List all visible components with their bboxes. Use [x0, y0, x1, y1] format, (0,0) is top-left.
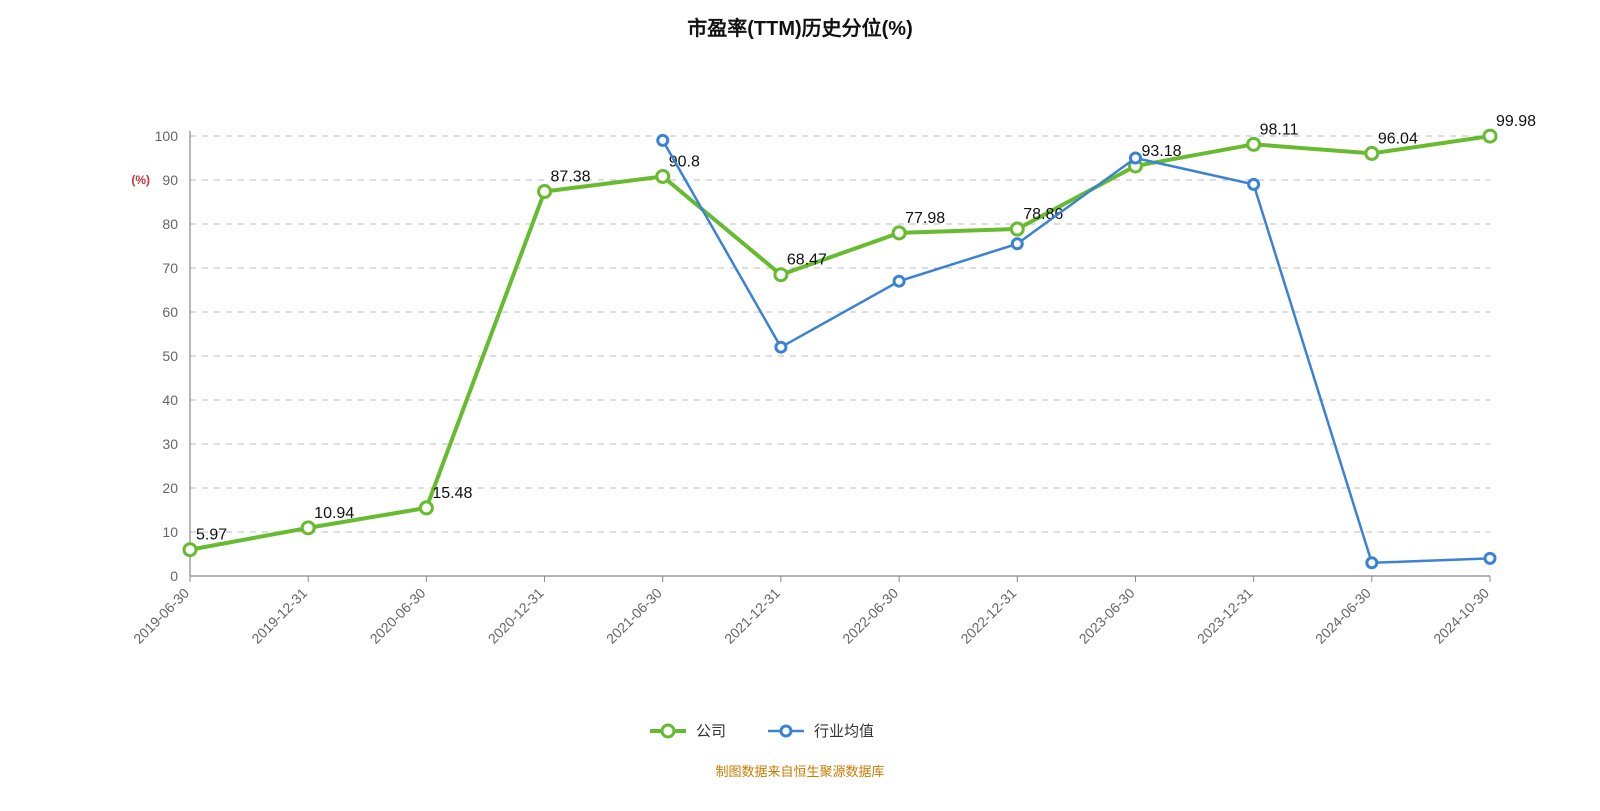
series-marker-公司	[1484, 130, 1496, 142]
y-tick-label: 80	[162, 216, 178, 232]
y-tick-label: 100	[155, 128, 179, 144]
chart-svg: 0 10 20 30 40 50 60 70 80 90 100 (%) 2019-06-30 2019-…	[0, 41, 1600, 811]
chart-container: 市盈率(TTM)历史分位(%) 0 10 20 30 40 50 60 70 80 90 100 (%…	[0, 0, 1600, 800]
y-tick-label: 90	[162, 172, 178, 188]
series-marker-公司	[539, 186, 551, 198]
x-tick-label: 2021-12-31	[721, 585, 783, 647]
x-tick-label: 2019-06-30	[130, 585, 192, 647]
series-marker-行业均值	[658, 135, 668, 145]
series-marker-行业均值	[1249, 179, 1259, 189]
y-tick-label: 60	[162, 304, 178, 320]
x-tick-label: 2022-12-31	[957, 585, 1019, 647]
data-label: 96.04	[1378, 130, 1418, 147]
data-label: 15.48	[432, 485, 472, 502]
series-marker-公司	[1011, 223, 1023, 235]
data-label: 68.47	[787, 252, 827, 269]
data-label: 5.97	[196, 527, 227, 544]
x-tick-label: 2022-06-30	[839, 585, 901, 647]
x-tick-label: 2023-12-31	[1194, 585, 1256, 647]
series-marker-行业均值	[1485, 553, 1495, 563]
data-label: 99.98	[1496, 113, 1536, 130]
x-tick-label: 2021-06-30	[603, 585, 665, 647]
series-marker-公司	[420, 502, 432, 514]
legend-marker	[781, 726, 791, 736]
series-marker-行业均值	[776, 342, 786, 352]
series-marker-公司	[657, 170, 669, 182]
series-marker-公司	[775, 269, 787, 281]
series-marker-公司	[1366, 147, 1378, 159]
legend-marker	[662, 725, 674, 737]
y-tick-label: 70	[162, 260, 178, 276]
data-label: 77.98	[905, 210, 945, 227]
y-tick-label: 20	[162, 480, 178, 496]
x-tick-label: 2024-10-30	[1430, 585, 1492, 647]
footer-attribution: 制图数据来自恒生聚源数据库	[715, 764, 884, 779]
y-tick-label: 10	[162, 524, 178, 540]
legend-label: 公司	[696, 723, 726, 740]
x-tick-label: 2024-06-30	[1312, 585, 1374, 647]
y-tick-label: 40	[162, 392, 178, 408]
chart-title: 市盈率(TTM)历史分位(%)	[0, 0, 1600, 41]
x-tick-label: 2020-12-31	[485, 585, 547, 647]
y-tick-label: 50	[162, 348, 178, 364]
x-tick-label: 2019-12-31	[248, 585, 310, 647]
data-label: 87.38	[551, 169, 591, 186]
series-marker-公司	[1248, 138, 1260, 150]
data-label: 10.94	[314, 505, 354, 522]
series-marker-公司	[893, 227, 905, 239]
series-marker-公司	[184, 544, 196, 556]
x-tick-label: 2023-06-30	[1076, 585, 1138, 647]
y-tick-label: 0	[170, 568, 178, 584]
series-line-行业均值	[663, 140, 1490, 562]
legend-label: 行业均值	[814, 723, 874, 740]
series-marker-行业均值	[894, 276, 904, 286]
x-tick-label: 2020-06-30	[367, 585, 429, 647]
series-marker-公司	[302, 522, 314, 534]
y-axis-unit: (%)	[131, 173, 150, 187]
y-tick-label: 30	[162, 436, 178, 452]
series-marker-行业均值	[1130, 153, 1140, 163]
series-marker-行业均值	[1367, 558, 1377, 568]
data-label: 90.8	[669, 153, 700, 170]
series-marker-行业均值	[1012, 239, 1022, 249]
data-label: 93.18	[1141, 143, 1181, 160]
data-label: 98.11	[1260, 121, 1299, 138]
